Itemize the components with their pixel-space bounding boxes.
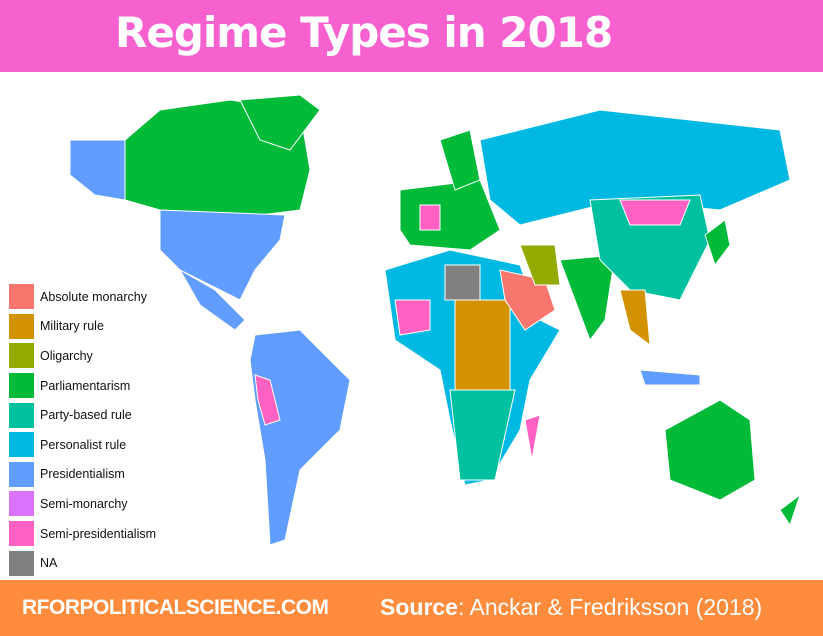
world-map <box>69 94 801 546</box>
legend-label: Party-based rule <box>40 408 132 423</box>
title: Regime Types in 2018 <box>115 8 613 57</box>
source-text: : Anckar & Fredriksson (2018) <box>457 594 763 620</box>
legend-label: Absolute monarchy <box>40 289 148 304</box>
legend-item: Presidentialism <box>9 460 156 490</box>
legend-swatch <box>9 521 34 547</box>
legend-swatch <box>9 284 34 310</box>
legend-item: Party-based rule <box>9 400 156 430</box>
legend-item: Semi-monarchy <box>9 489 156 519</box>
legend-label: Oligarchy <box>40 348 93 363</box>
legend-swatch <box>9 373 34 399</box>
legend: Absolute monarchy Military rule Oligarchy P… <box>9 282 156 578</box>
legend-label: Semi-presidentialism <box>40 526 157 541</box>
legend-swatch <box>9 550 34 576</box>
source: Source: Anckar & Fredriksson (2018) <box>380 594 762 621</box>
legend-label: Military rule <box>40 319 104 334</box>
site-name: RFORPOLITICALSCIENCE.COM <box>22 596 329 619</box>
legend-item: Military rule <box>9 312 156 342</box>
legend-swatch <box>9 343 34 369</box>
legend-swatch <box>9 402 34 428</box>
legend-item: Personalist rule <box>9 430 156 460</box>
legend-item: Absolute monarchy <box>9 282 156 312</box>
legend-label: Personalist rule <box>40 437 127 452</box>
legend-item: Oligarchy <box>9 341 156 371</box>
legend-label: NA <box>40 556 58 571</box>
legend-item: Semi-presidentialism <box>9 519 156 549</box>
legend-swatch <box>9 461 34 487</box>
footer-bar: RFORPOLITICALSCIENCE.COM Source: Anckar … <box>0 580 823 636</box>
legend-item: NA <box>9 548 156 578</box>
legend-item: Parliamentarism <box>9 371 156 401</box>
legend-swatch <box>9 491 34 517</box>
legend-label: Presidentialism <box>40 467 125 482</box>
legend-swatch <box>9 313 34 339</box>
source-label: Source <box>380 594 458 620</box>
legend-label: Parliamentarism <box>40 378 131 393</box>
header-bar: Regime Types in 2018 <box>0 0 823 72</box>
legend-label: Semi-monarchy <box>40 496 128 511</box>
legend-swatch <box>9 432 34 458</box>
